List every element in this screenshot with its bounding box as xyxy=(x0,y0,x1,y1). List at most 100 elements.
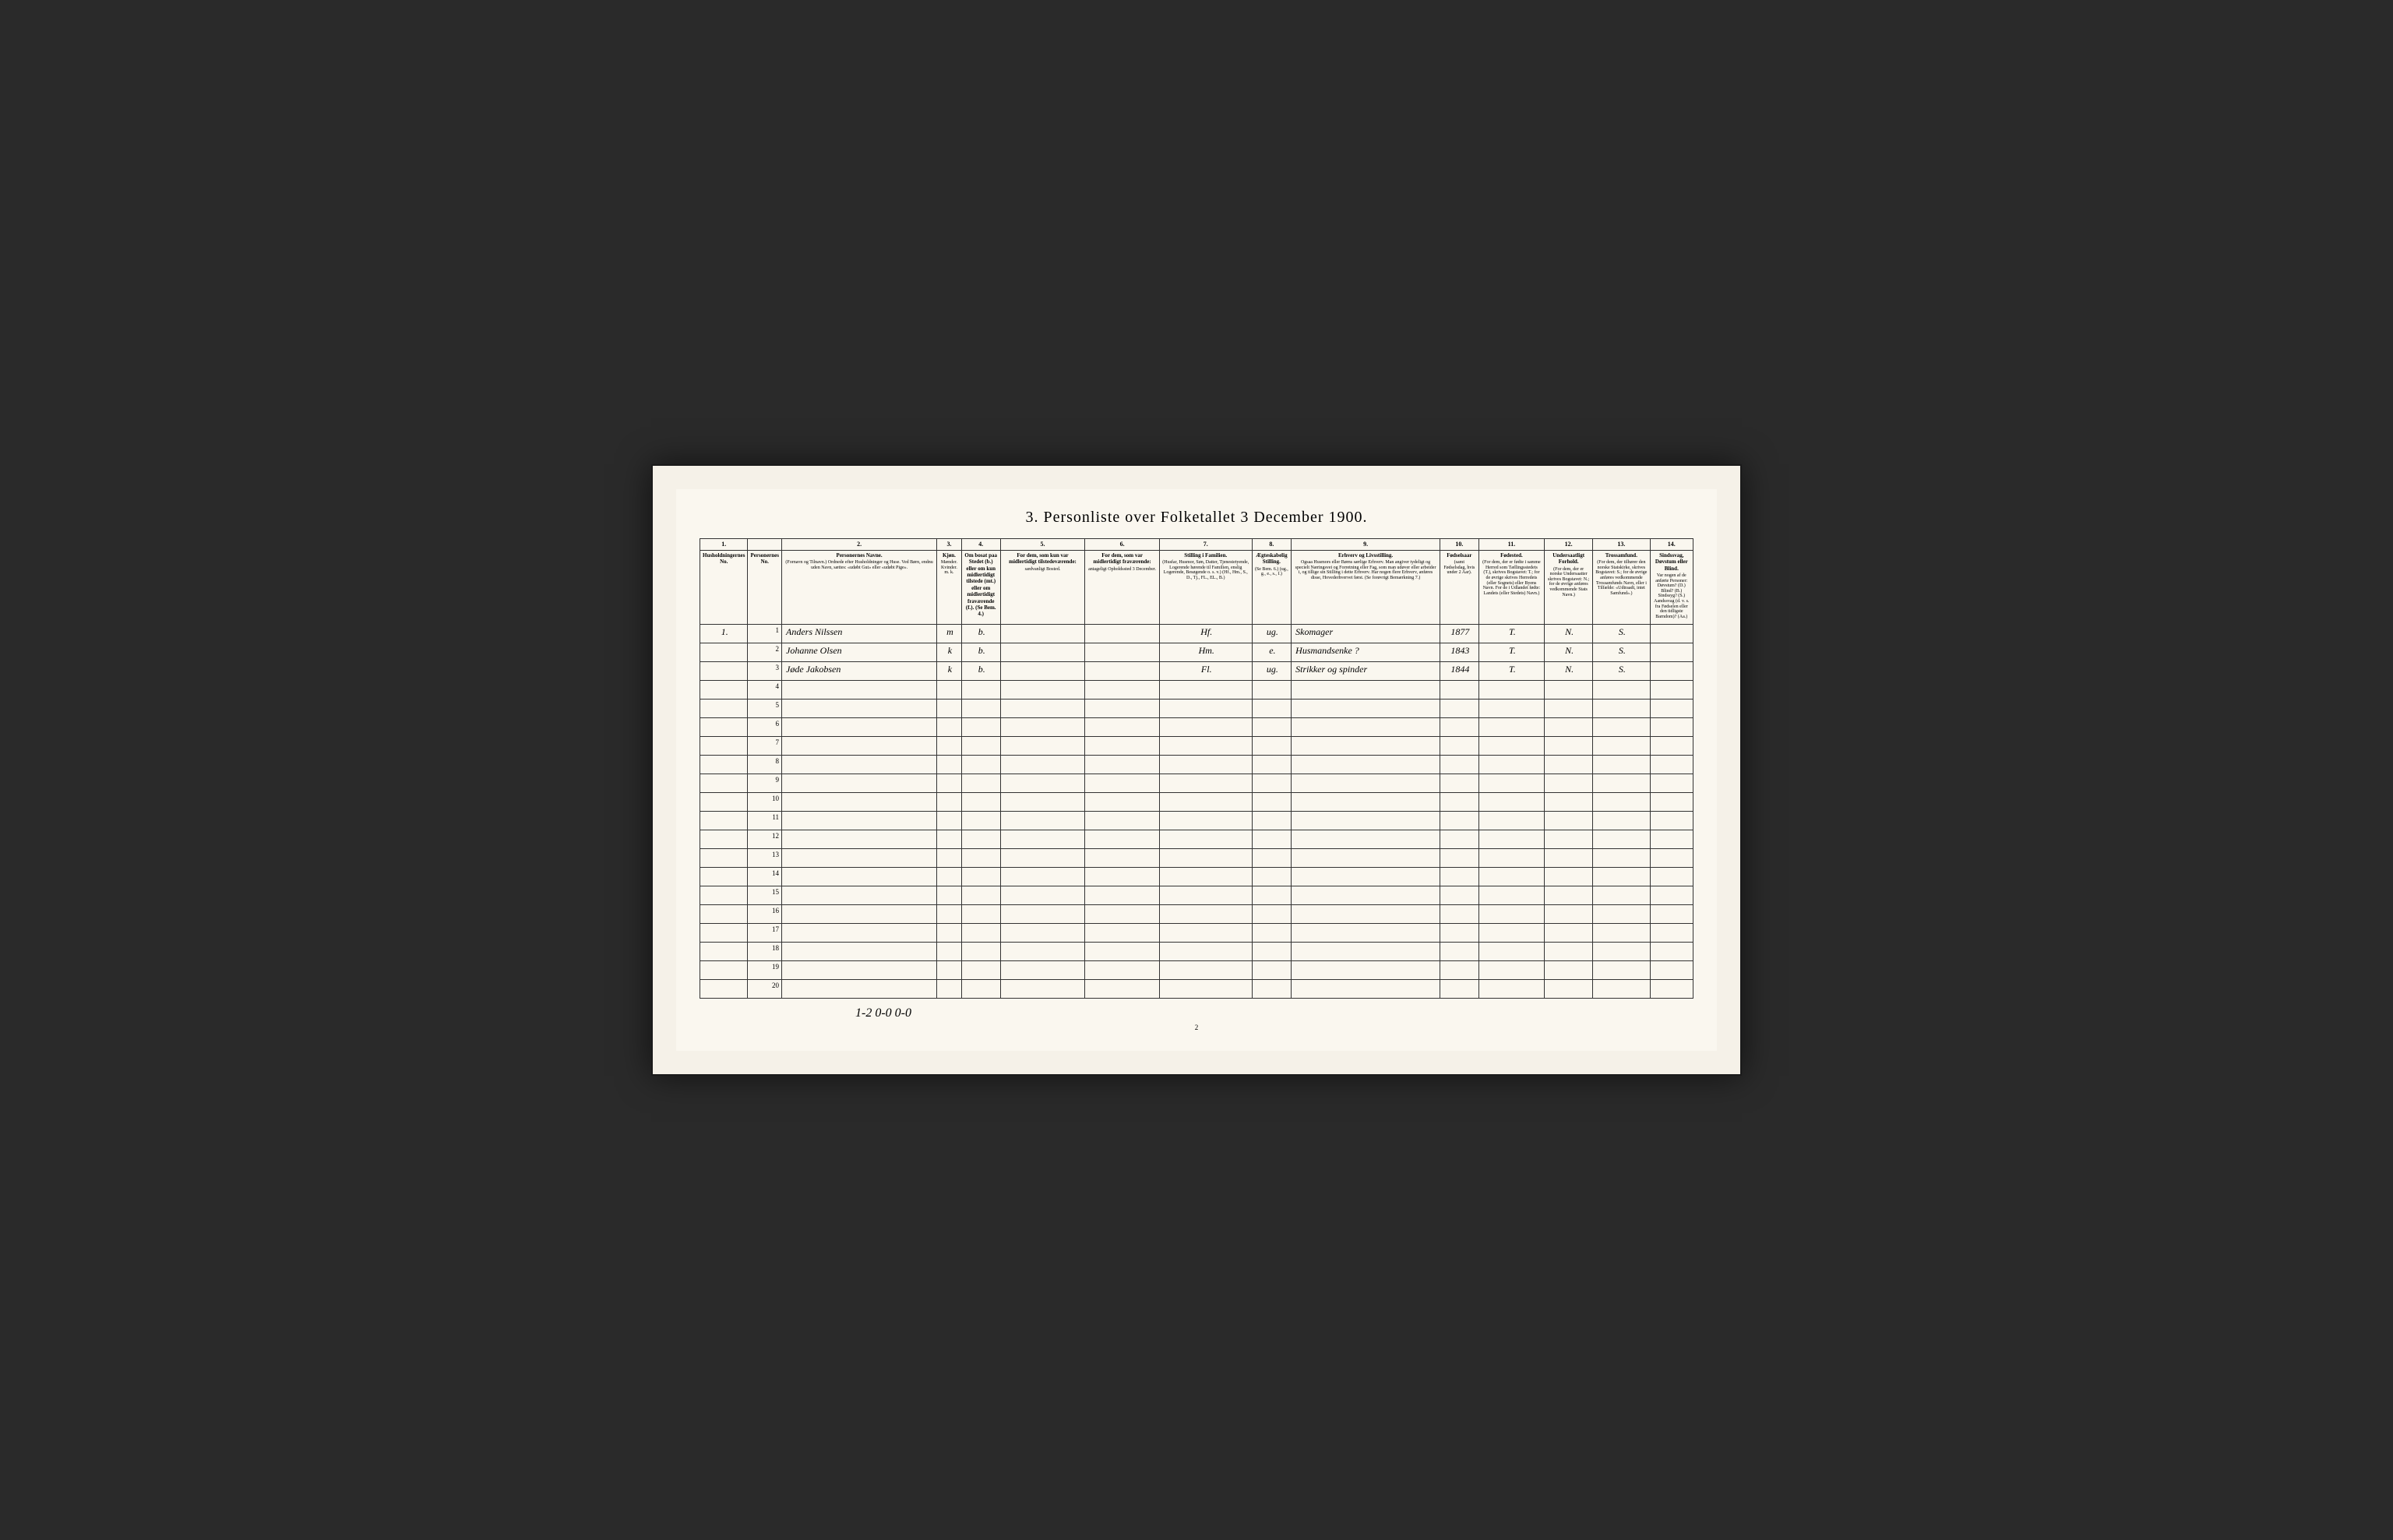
empty-cell xyxy=(1159,904,1252,923)
empty-cell xyxy=(1085,680,1160,699)
empty-cell xyxy=(1440,755,1478,774)
table-row-empty: 5 xyxy=(700,699,1693,717)
empty-cell xyxy=(1292,792,1440,811)
empty-cell xyxy=(961,886,1000,904)
empty-cell: 5 xyxy=(748,699,782,717)
empty-cell xyxy=(1000,904,1084,923)
empty-cell xyxy=(937,979,961,998)
column-header: Fødselsaar(samt Fødselsdag, hvis under 2… xyxy=(1440,550,1478,624)
empty-cell xyxy=(1252,886,1292,904)
empty-cell xyxy=(700,830,748,848)
empty-cell xyxy=(1478,755,1544,774)
column-header: Fødested.(For dem, der er fødte i samme … xyxy=(1478,550,1544,624)
empty-cell xyxy=(1545,680,1593,699)
footer-tally: 1-2 0-0 0-0 xyxy=(700,1006,1693,1020)
empty-cell xyxy=(1292,680,1440,699)
empty-cell xyxy=(782,699,937,717)
table-row: 1.1Anders Nilssenmb.Hf.ug.Skomager1877T.… xyxy=(700,624,1693,643)
empty-cell xyxy=(1593,979,1650,998)
empty-cell xyxy=(700,960,748,979)
cell-year: 1877 xyxy=(1440,624,1478,643)
empty-cell xyxy=(937,960,961,979)
column-header: Personernes No. xyxy=(748,550,782,624)
cell-nat: N. xyxy=(1545,643,1593,661)
empty-cell xyxy=(1650,848,1693,867)
cell-c5 xyxy=(1000,643,1084,661)
empty-cell xyxy=(1292,979,1440,998)
cell-dis xyxy=(1650,661,1693,680)
empty-cell xyxy=(1000,867,1084,886)
empty-cell xyxy=(1650,830,1693,848)
empty-cell xyxy=(1478,774,1544,792)
empty-cell xyxy=(937,699,961,717)
empty-cell xyxy=(1478,867,1544,886)
cell-fam: Hf. xyxy=(1159,624,1252,643)
empty-cell: 17 xyxy=(748,923,782,942)
empty-cell xyxy=(1252,904,1292,923)
empty-cell xyxy=(1159,960,1252,979)
empty-cell xyxy=(700,755,748,774)
cell-household: 1. xyxy=(700,624,748,643)
empty-cell xyxy=(1159,886,1252,904)
empty-cell xyxy=(782,680,937,699)
cell-sex: k xyxy=(937,643,961,661)
empty-cell xyxy=(1478,979,1544,998)
empty-cell xyxy=(1292,886,1440,904)
empty-cell: 6 xyxy=(748,717,782,736)
empty-cell xyxy=(937,811,961,830)
table-row-empty: 10 xyxy=(700,792,1693,811)
table-row-empty: 9 xyxy=(700,774,1693,792)
empty-cell xyxy=(700,904,748,923)
empty-cell xyxy=(937,680,961,699)
empty-cell xyxy=(782,886,937,904)
empty-cell xyxy=(1650,904,1693,923)
cell-rownum: 1 xyxy=(748,624,782,643)
empty-cell xyxy=(1000,792,1084,811)
empty-cell xyxy=(1440,736,1478,755)
empty-cell xyxy=(1292,774,1440,792)
empty-cell xyxy=(1545,979,1593,998)
empty-cell xyxy=(1159,923,1252,942)
cell-fam: Hm. xyxy=(1159,643,1252,661)
empty-cell xyxy=(700,717,748,736)
empty-cell xyxy=(1650,699,1693,717)
empty-cell xyxy=(1085,923,1160,942)
empty-cell xyxy=(782,960,937,979)
empty-cell xyxy=(1252,755,1292,774)
empty-cell xyxy=(937,717,961,736)
empty-cell xyxy=(700,736,748,755)
empty-cell xyxy=(1593,755,1650,774)
empty-cell xyxy=(1593,680,1650,699)
empty-cell xyxy=(961,774,1000,792)
empty-cell xyxy=(961,960,1000,979)
empty-cell xyxy=(1593,923,1650,942)
empty-cell xyxy=(1478,942,1544,960)
cell-year: 1844 xyxy=(1440,661,1478,680)
cell-birth: T. xyxy=(1478,624,1544,643)
empty-cell xyxy=(961,830,1000,848)
empty-cell xyxy=(1085,774,1160,792)
empty-cell xyxy=(1159,717,1252,736)
empty-cell xyxy=(937,923,961,942)
empty-cell xyxy=(1593,792,1650,811)
cell-household xyxy=(700,643,748,661)
cell-c5 xyxy=(1000,661,1084,680)
cell-dis xyxy=(1650,643,1693,661)
empty-cell xyxy=(1085,960,1160,979)
empty-cell xyxy=(782,792,937,811)
column-number: 2. xyxy=(782,539,937,551)
empty-cell xyxy=(1159,699,1252,717)
empty-cell xyxy=(1252,774,1292,792)
column-number xyxy=(748,539,782,551)
column-number: 12. xyxy=(1545,539,1593,551)
empty-cell xyxy=(1593,774,1650,792)
empty-cell xyxy=(1159,736,1252,755)
empty-cell: 16 xyxy=(748,904,782,923)
empty-cell xyxy=(1085,979,1160,998)
cell-year: 1843 xyxy=(1440,643,1478,661)
cell-rownum: 2 xyxy=(748,643,782,661)
empty-cell xyxy=(1159,680,1252,699)
cell-mar: e. xyxy=(1252,643,1292,661)
cell-occ: Skomager xyxy=(1292,624,1440,643)
empty-cell xyxy=(1478,699,1544,717)
